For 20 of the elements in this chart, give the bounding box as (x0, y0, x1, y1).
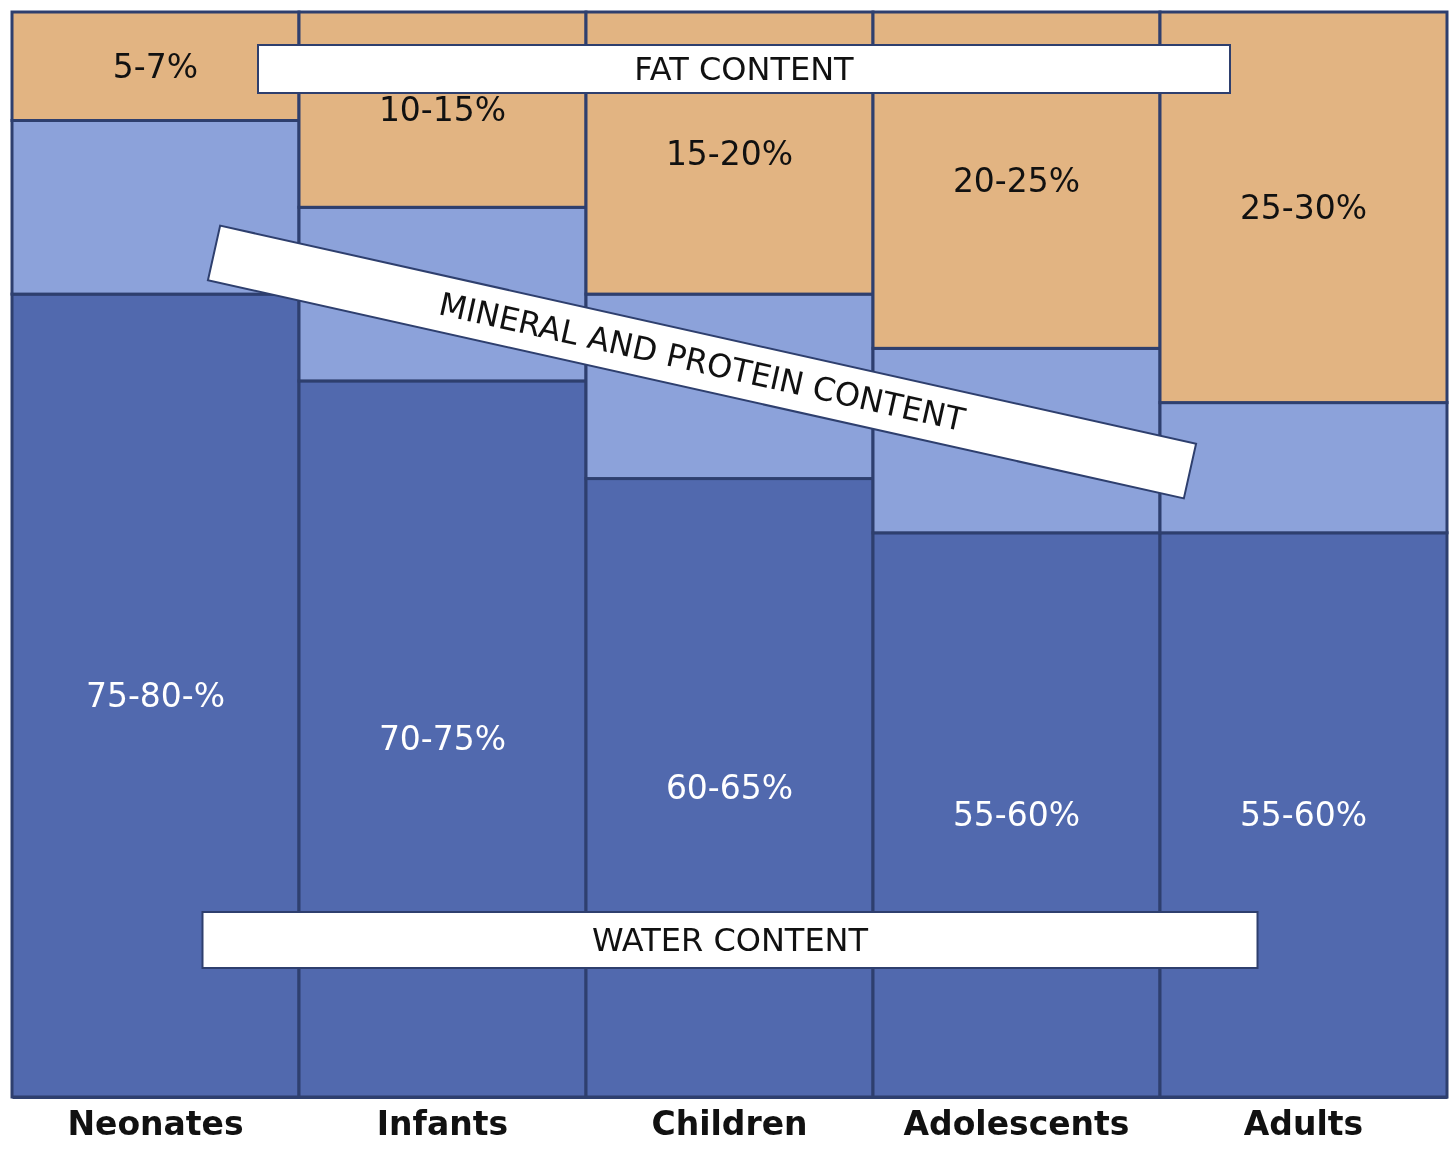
text: 5-7% (112, 46, 199, 86)
x-tick-label: Adolescents (903, 1103, 1130, 1143)
label-box: WATER CONTENT (201, 911, 1259, 969)
series-label: MINERAL AND PROTEIN CONTENT (435, 284, 969, 440)
x-tick-label: Children (651, 1103, 808, 1143)
annotation: 70-75% (378, 719, 507, 759)
series-label: WATER CONTENT (591, 921, 869, 959)
annotation: 55-60% (952, 795, 1081, 835)
label-box: FAT CONTENT (257, 44, 1231, 94)
annotation: 15-20% (665, 133, 794, 173)
annotation: 25-30% (1239, 187, 1368, 227)
annotation: 20-25% (952, 160, 1081, 200)
annotation: 75-80-% (85, 676, 226, 716)
x-tick-label: Neonates (67, 1103, 244, 1143)
x-tick-label: Adults (1243, 1103, 1364, 1143)
label-box: MINERAL AND PROTEIN CONTENT (206, 224, 1198, 500)
x-tick-label: Infants (376, 1103, 509, 1143)
series-label: FAT CONTENT (634, 50, 855, 88)
annotation: 60-65% (665, 768, 794, 808)
annotation: 55-60% (1239, 795, 1368, 835)
